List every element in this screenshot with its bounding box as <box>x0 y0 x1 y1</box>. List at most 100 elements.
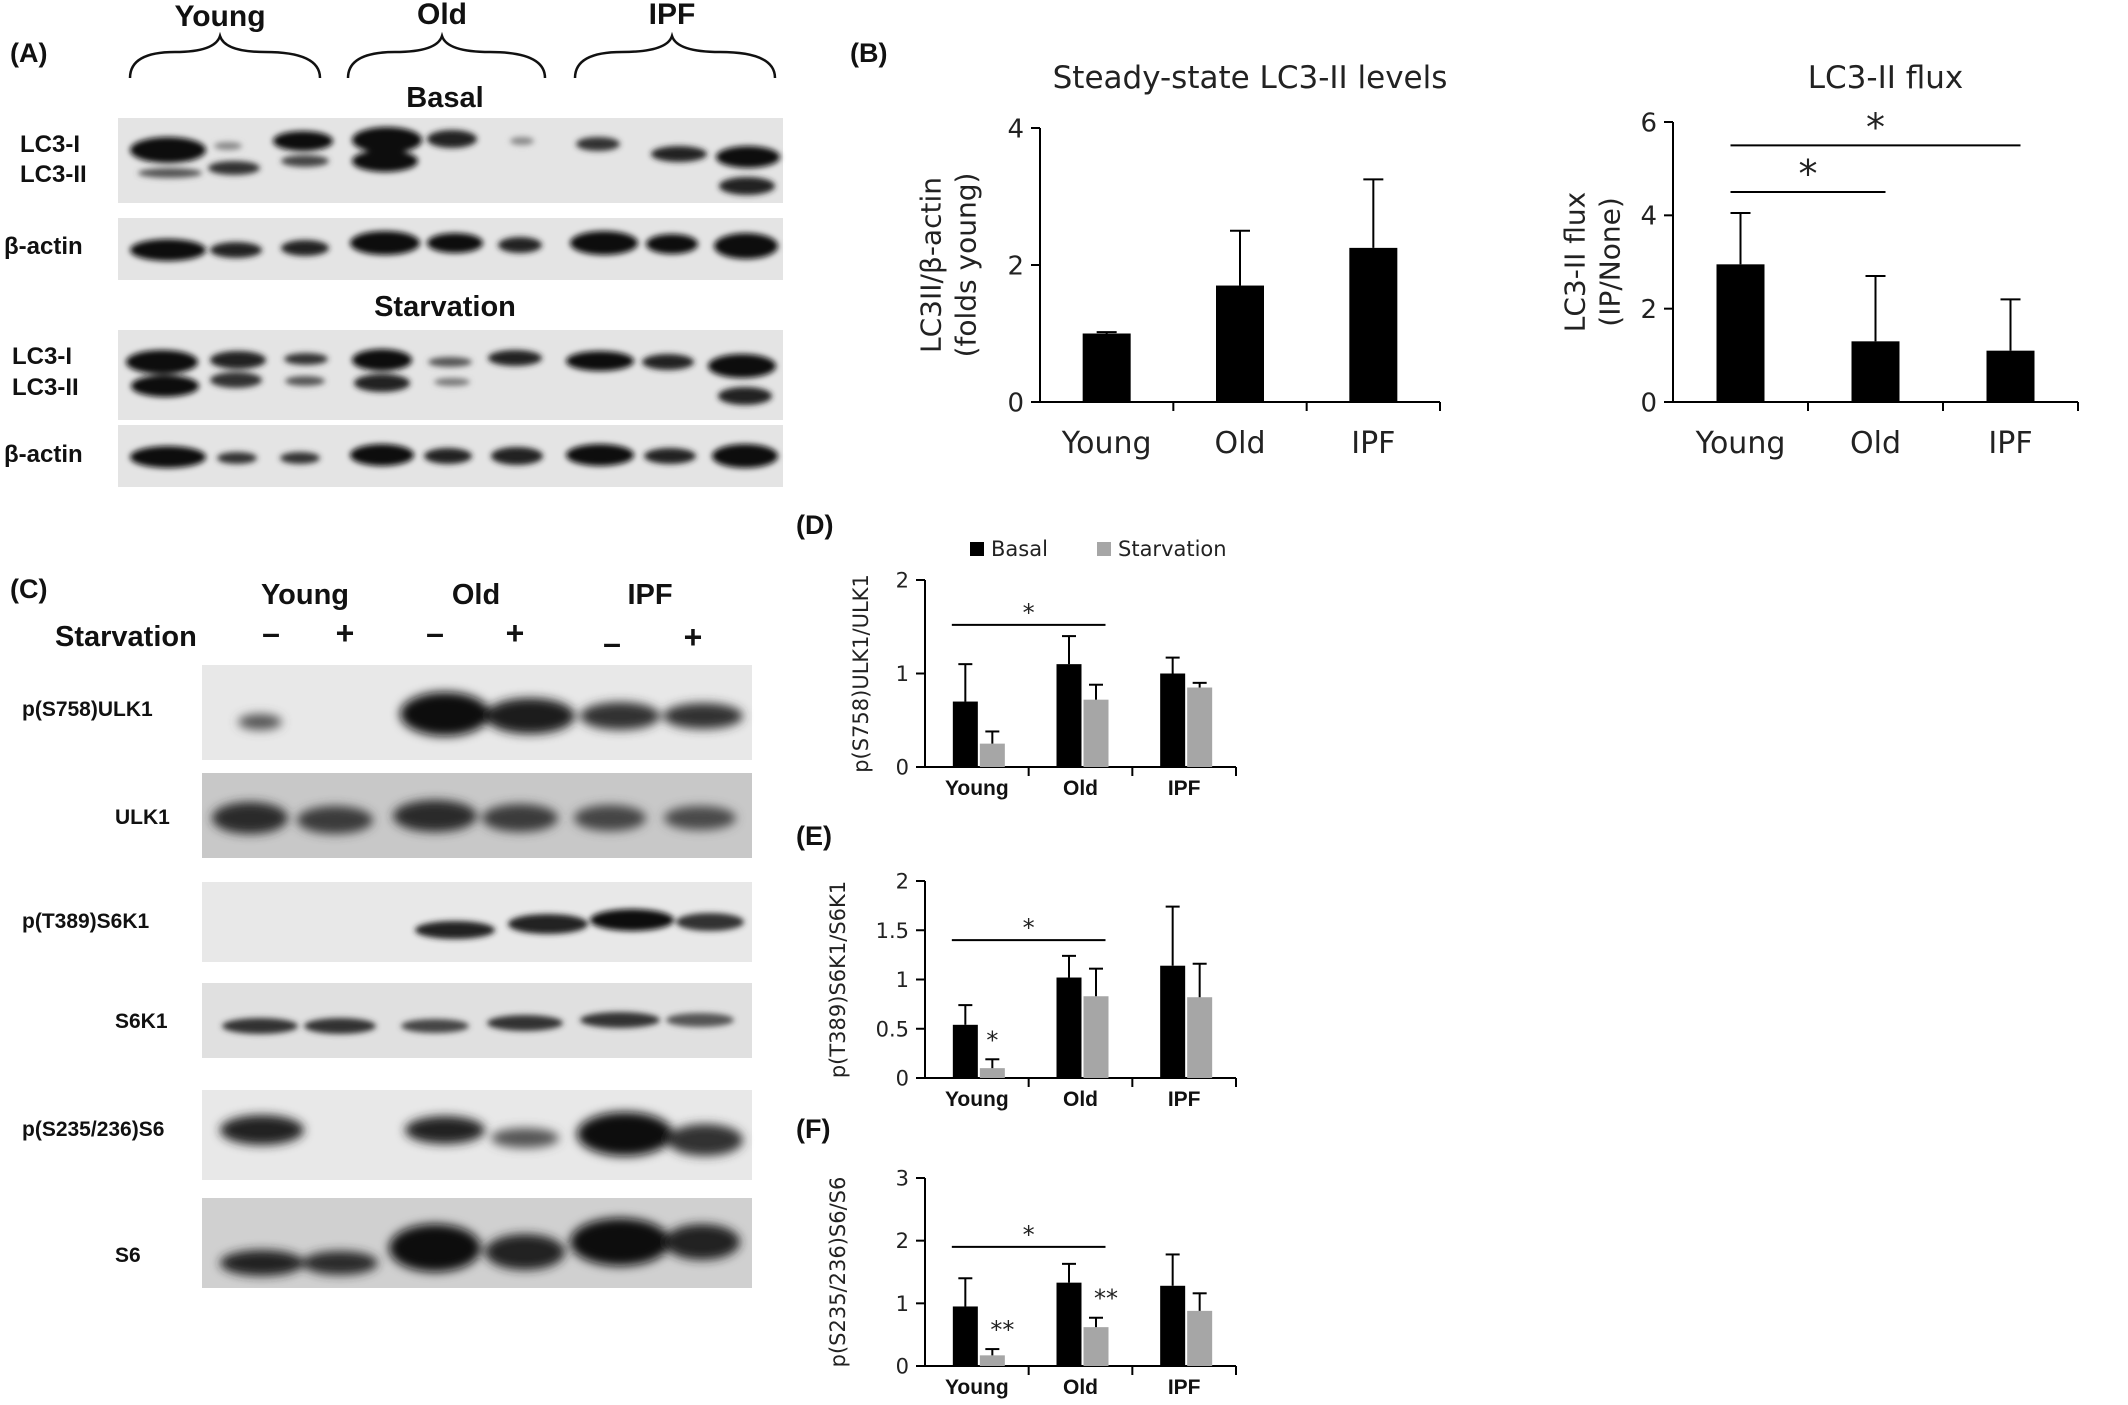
B2-y-label: LC3-II flux(IP/None) <box>1558 192 1626 332</box>
E-ytick-label: 2 <box>896 870 909 894</box>
E-category-label: Young <box>945 1088 1009 1111</box>
blot-panel-c: Young Old IPF Starvation – + – + – + p(S… <box>22 579 752 1288</box>
bands-s6 <box>220 1218 740 1276</box>
F-category-label: Young <box>945 1376 1009 1399</box>
blot-title-basal: Basal <box>406 82 483 114</box>
B2-bar-ipf <box>1986 350 2035 402</box>
c-sign-6: + <box>684 619 703 655</box>
D-legend: Basal Starvation <box>970 537 1227 561</box>
F-ytick-label: 2 <box>896 1229 909 1253</box>
B2-ytick-label: 2 <box>1640 295 1657 325</box>
B1-title: Steady-state LC3-II levels <box>1053 60 1448 96</box>
c-row-label-s6: S6 <box>115 1244 141 1267</box>
bands-actin-basal <box>130 231 778 261</box>
label-lc3-i-basal: LC3-I <box>20 131 80 158</box>
D-bar-ipf-starvation <box>1187 687 1213 767</box>
D-bar-young-basal <box>952 701 978 767</box>
bands-s6k1 <box>222 1012 734 1034</box>
c-sign-2: + <box>336 615 355 651</box>
bands-ulk1 <box>212 800 736 834</box>
D-bar-young-starvation <box>979 743 1005 767</box>
D-ytick-label: 1 <box>896 662 909 686</box>
E-bar-young-starvation <box>979 1068 1005 1078</box>
c-row-label-ps6: p(S235/236)S6 <box>22 1118 164 1141</box>
E-ytick-label: 1 <box>896 968 909 992</box>
D-y-label: p(S758)ULK1/ULK1 <box>849 574 873 773</box>
blot-title-starvation: Starvation <box>374 291 516 323</box>
E-sig-star: * <box>1023 914 1035 942</box>
F-ytick-label: 3 <box>896 1167 909 1191</box>
legend-swatch-basal <box>970 542 984 556</box>
panel-label-c: (C) <box>10 574 47 604</box>
B2-category-label: Young <box>1695 426 1786 461</box>
panel-label-d: (D) <box>796 510 833 540</box>
B2-title: LC3-II flux <box>1808 60 1963 96</box>
B2-ytick-label: 6 <box>1640 108 1657 138</box>
F-bar-old-basal <box>1056 1282 1082 1366</box>
legend-label-basal: Basal <box>991 537 1048 561</box>
F-ytick-label: 0 <box>896 1355 909 1379</box>
brace-ipf <box>573 31 777 79</box>
B2-bar-old <box>1851 341 1900 402</box>
panel-label-b: (B) <box>850 38 887 68</box>
F-sig-mark: ** <box>1094 1284 1118 1312</box>
bands-ps6 <box>220 1112 743 1156</box>
E-bar-old-basal <box>1056 977 1082 1078</box>
legend-swatch-starvation <box>1097 542 1111 556</box>
B2-category-label: Old <box>1850 426 1901 461</box>
F-bar-ipf-starvation <box>1187 1310 1213 1366</box>
chart-pulk1-ratio: 0 1 2 p(S758)ULK1/ULK1 Young Old IPF * Basal Star… <box>849 537 1237 800</box>
B1-bar-old <box>1216 285 1264 402</box>
label-actin-starv: β-actin <box>4 441 83 468</box>
panel-label-e: (E) <box>796 821 832 851</box>
F-category-label: Old <box>1063 1376 1098 1399</box>
D-category-label: Young <box>945 777 1009 800</box>
c-sign-1: – <box>262 615 280 651</box>
blot-panel-a: Young Old IPF Basal Starvation LC3-I LC3 <box>4 0 783 487</box>
chart-ps6k1-ratio: 0 0.5 1 1.5 2 p(T389)S6K1/S6K1 Young Old IPF * * <box>826 870 1237 1111</box>
c-row-label-s6k1: S6K1 <box>115 1010 168 1033</box>
label-actin-basal: β-actin <box>4 233 83 260</box>
c-starvation-label: Starvation <box>55 621 197 653</box>
E-y-label: p(T389)S6K1/S6K1 <box>826 881 850 1078</box>
bands-pulk1 <box>238 692 743 736</box>
panel-label-f: (F) <box>796 1114 830 1144</box>
B1-ytick-label: 4 <box>1007 114 1024 144</box>
D-category-label: IPF <box>1168 777 1201 800</box>
F-bar-young-basal <box>952 1306 978 1366</box>
group-label-young: Young <box>174 0 265 33</box>
F-bar-young-starvation <box>979 1355 1005 1366</box>
chart-lc3-flux: 0 2 4 6 LC3-II flux(IP/None) LC3-II flux Young… <box>1558 60 2079 461</box>
B1-category-label: IPF <box>1351 426 1395 461</box>
E-ytick-label: 0.5 <box>876 1017 909 1041</box>
c-sign-4: + <box>506 615 525 651</box>
c-sign-3: – <box>426 615 444 651</box>
F-bar-old-starvation <box>1083 1327 1109 1366</box>
D-sig-star: * <box>1023 599 1035 627</box>
panel-label-a: (A) <box>10 38 47 68</box>
F-sig-star: * <box>1023 1221 1035 1249</box>
F-category-label: IPF <box>1168 1376 1201 1399</box>
c-row-label-ps6k1: p(T389)S6K1 <box>22 910 150 933</box>
c-group-ipf: IPF <box>627 579 672 611</box>
label-lc3-ii-basal: LC3-II <box>20 161 87 188</box>
E-bar-ipf-basal <box>1160 965 1186 1078</box>
c-row-label-pulk1: p(S758)ULK1 <box>22 698 153 721</box>
chart-steady-state-lc3: 0 2 4 LC3II/β-actin(folds young) Steady-stat… <box>914 60 1447 461</box>
B1-bar-ipf <box>1349 247 1398 402</box>
E-sig-mark: * <box>986 1026 998 1054</box>
B2-sig-star: * <box>1799 152 1818 196</box>
E-bar-ipf-starvation <box>1187 997 1213 1078</box>
B1-ytick-label: 0 <box>1007 388 1024 418</box>
bands-lc3-basal <box>130 127 780 195</box>
label-lc3-i-starv: LC3-I <box>12 343 72 370</box>
c-sign-5: – <box>603 625 621 661</box>
D-bar-old-basal <box>1056 664 1082 767</box>
F-ytick-label: 1 <box>896 1292 909 1316</box>
B2-ytick-label: 4 <box>1640 202 1657 232</box>
F-sig-mark: ** <box>990 1316 1014 1344</box>
bands-actin-starv <box>130 444 778 468</box>
F-bar-ipf-basal <box>1160 1285 1186 1366</box>
